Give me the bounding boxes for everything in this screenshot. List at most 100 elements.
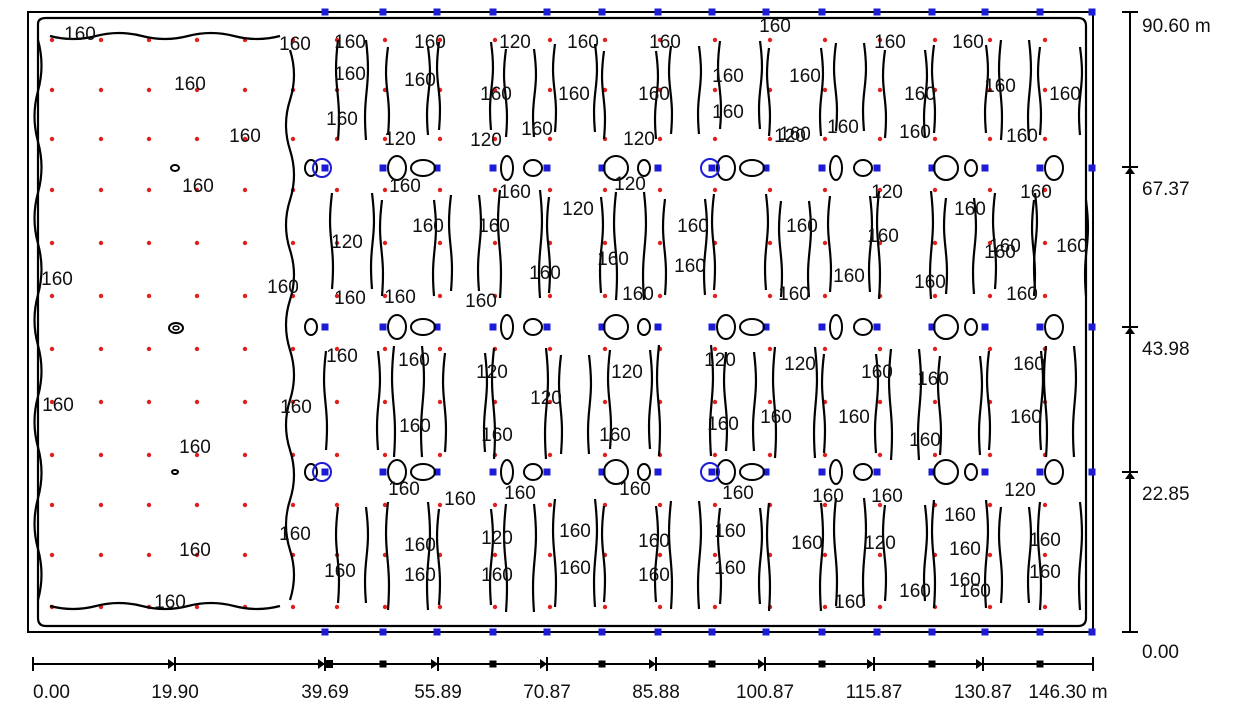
column-contour <box>765 502 772 612</box>
contour-label: 160 <box>952 32 984 53</box>
grid-point <box>657 136 663 142</box>
contour-label: 160 <box>174 74 206 95</box>
luminaire-marker <box>489 164 497 172</box>
column-contour <box>586 354 593 455</box>
contour-label: 160 <box>638 531 670 552</box>
column-contour <box>708 344 715 457</box>
contour-label: 120 <box>623 129 655 150</box>
grid-point <box>242 346 248 352</box>
column-contour <box>867 195 874 293</box>
column-contour <box>363 39 370 141</box>
grid-point <box>932 399 938 405</box>
column-contour <box>1026 39 1033 141</box>
contour-label: 160 <box>384 287 416 308</box>
luminaire-marker <box>598 628 606 636</box>
luminaire-marker <box>762 164 770 172</box>
contour-label: 120 <box>704 350 736 371</box>
grid-point <box>547 136 553 142</box>
contour-loop <box>637 463 651 481</box>
grid-point <box>602 240 608 246</box>
grid-point <box>146 346 152 352</box>
luminaire-marker <box>433 628 441 636</box>
column-contour <box>653 50 660 140</box>
contour-loop <box>304 318 318 336</box>
grid-point <box>49 399 55 405</box>
grid-point <box>334 240 340 246</box>
grid-point <box>657 37 663 43</box>
contour-label: 160 <box>712 102 744 123</box>
grid-point <box>547 452 553 458</box>
contour-label: 160 <box>638 84 670 105</box>
contour-label: 160 <box>559 521 591 542</box>
contour-label: 160 <box>649 32 681 53</box>
grid-point <box>290 346 296 352</box>
column-contour <box>922 49 929 139</box>
column-contour <box>537 189 544 299</box>
column-contour <box>545 196 552 294</box>
grid-point <box>712 452 718 458</box>
contour-label: 160 <box>398 350 430 371</box>
x-minor-mark <box>1036 660 1044 668</box>
contour-mark <box>171 469 179 475</box>
column-contour <box>751 351 758 452</box>
luminaire-marker <box>489 628 497 636</box>
grid-point <box>877 346 883 352</box>
contour-loop <box>964 318 978 336</box>
x-arrow <box>540 659 547 669</box>
luminaire-marker <box>489 468 497 476</box>
column-contour <box>531 48 538 138</box>
luminaire-marker <box>489 323 497 331</box>
grid-point <box>877 452 883 458</box>
x-minor-mark <box>818 660 826 668</box>
contour-label: 160 <box>279 524 311 545</box>
contour-label: 160 <box>154 592 186 613</box>
contour-loop <box>523 463 543 481</box>
luminaire-marker <box>654 323 662 331</box>
grid-point <box>602 187 608 193</box>
contour-label: 160 <box>959 581 991 602</box>
grid-point <box>767 293 773 299</box>
contour-label: 160 <box>597 249 629 270</box>
grid-point <box>822 87 828 93</box>
contour-label: 160 <box>1013 354 1045 375</box>
luminaire-marker <box>654 8 662 16</box>
grid-point <box>49 240 55 246</box>
contour-loop <box>410 159 436 177</box>
contour-loop <box>387 459 407 485</box>
column-contour <box>771 346 778 459</box>
contour-label: 120 <box>871 182 903 203</box>
contour-label: 160 <box>984 76 1016 97</box>
x-tick-label: 85.88 <box>632 682 680 703</box>
column-contour <box>384 46 391 136</box>
luminaire-marker <box>928 323 936 331</box>
y-tick-label: 22.85 <box>1142 484 1190 505</box>
column-contour <box>447 194 454 292</box>
contour-label: 160 <box>677 216 709 237</box>
grid-point <box>877 87 883 93</box>
luminaire-marker <box>433 323 441 331</box>
luminaire-marker <box>762 628 770 636</box>
grid-point <box>437 240 443 246</box>
column-contour <box>930 44 937 134</box>
grid-point <box>290 37 296 43</box>
column-contour <box>369 192 376 290</box>
grid-point <box>146 37 152 43</box>
column-contour <box>384 501 391 611</box>
contour-loop <box>829 314 843 340</box>
luminaire-marker <box>1088 468 1096 476</box>
x-minor-mark <box>325 660 333 668</box>
column-contour <box>425 501 432 611</box>
column-contour <box>716 40 723 130</box>
luminaire-marker <box>1088 323 1096 331</box>
contour-label: 160 <box>499 182 531 203</box>
grid-point <box>1042 552 1048 558</box>
contour-label: 160 <box>229 126 261 147</box>
grid-point <box>146 293 152 299</box>
grid-point <box>49 293 55 299</box>
contour-loop <box>964 463 978 481</box>
luminaire-marker <box>654 468 662 476</box>
column-contour <box>1030 199 1037 297</box>
grid-point <box>194 399 200 405</box>
column-contour <box>667 500 674 610</box>
luminaire-marker <box>1036 323 1044 331</box>
